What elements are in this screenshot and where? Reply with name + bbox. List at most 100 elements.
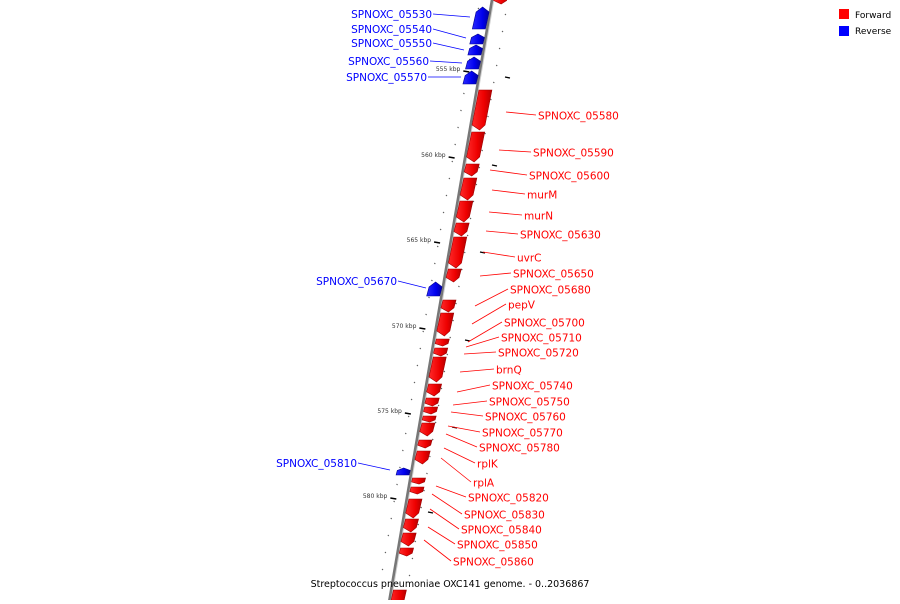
legend-reverse-swatch bbox=[839, 26, 849, 36]
gene-label-forward: SPNOXC_05840 bbox=[461, 525, 542, 537]
minor-tick-left bbox=[413, 381, 416, 384]
gene-labels: SPNOXC_05530 SPNOXC_05540 SPNOXC_05550 SPNO… bbox=[276, 9, 619, 569]
forward-gene-arrow bbox=[398, 547, 414, 557]
minor-tick-right bbox=[498, 47, 501, 50]
gene-label-reverse: SPNOXC_05540 bbox=[351, 24, 432, 36]
reverse-gene-arrow bbox=[467, 44, 483, 56]
minor-tick-right bbox=[492, 81, 495, 84]
leader-line-forward bbox=[463, 351, 497, 355]
minor-tick-left bbox=[419, 347, 422, 350]
minor-tick-left bbox=[454, 143, 457, 146]
forward-gene-arrow bbox=[453, 222, 470, 237]
gene-label-forward: SPNOXC_05580 bbox=[538, 111, 619, 123]
gene-label-reverse: SPNOXC_05570 bbox=[346, 72, 427, 84]
gene-label-reverse: SPNOXC_05530 bbox=[351, 9, 432, 21]
leader-line-forward bbox=[423, 539, 452, 562]
gene-label-forward: SPNOXC_05600 bbox=[529, 171, 610, 183]
minor-tick-left bbox=[445, 194, 448, 197]
forward-gene-arrow bbox=[448, 236, 468, 269]
gene-label-forward: SPNOXC_05850 bbox=[457, 540, 538, 552]
minor-tick-right bbox=[478, 166, 481, 169]
leader-line-forward bbox=[474, 288, 509, 307]
minor-tick-left bbox=[390, 517, 393, 520]
forward-gene-arrow bbox=[459, 177, 478, 201]
minor-tick-left bbox=[436, 245, 439, 248]
leader-line-forward bbox=[456, 384, 491, 393]
minor-tick-right bbox=[455, 302, 457, 305]
minor-tick-left bbox=[439, 228, 442, 231]
leader-line-forward bbox=[467, 321, 503, 343]
minor-tick-left bbox=[381, 568, 384, 571]
leader-line-forward bbox=[431, 493, 463, 515]
gene-label-forward: SPNOXC_05860 bbox=[453, 557, 534, 569]
gene-label-forward: pepV bbox=[508, 300, 536, 312]
minor-tick-left bbox=[442, 211, 445, 214]
genome-backbone bbox=[387, 0, 494, 604]
minor-tick-right bbox=[440, 387, 443, 390]
gene-label-forward: SPNOXC_05750 bbox=[489, 397, 570, 409]
forward-gene-arrow bbox=[433, 347, 449, 357]
minor-tick-left bbox=[422, 330, 425, 333]
leader-line-forward bbox=[465, 336, 500, 348]
forward-gene-arrow bbox=[414, 450, 431, 465]
forward-gene-arrow bbox=[493, 0, 508, 5]
minor-tick-right bbox=[431, 438, 434, 441]
footer-caption: Streptococcus pneumoniae OXC141 genome. … bbox=[311, 579, 590, 590]
gene-features bbox=[389, 0, 508, 604]
forward-gene-arrow bbox=[471, 89, 493, 131]
gene-label-forward: uvrC bbox=[517, 253, 542, 265]
gene-label-reverse: SPNOXC_05810 bbox=[276, 458, 357, 470]
minor-tick-left bbox=[404, 432, 407, 435]
leader-line-forward bbox=[450, 411, 484, 417]
reverse-gene-arrow bbox=[465, 56, 481, 70]
leader-line-forward bbox=[482, 251, 516, 258]
gene-label-forward: SPNOXC_05680 bbox=[510, 285, 591, 297]
leader-line-forward bbox=[440, 457, 472, 483]
forward-gene-arrow bbox=[409, 486, 425, 495]
gene-label-forward: SPNOXC_05650 bbox=[513, 269, 594, 281]
leader-line-forward bbox=[505, 111, 537, 116]
tick-label-4: 575 kbp bbox=[377, 408, 402, 415]
leader-line-reverse bbox=[429, 60, 463, 64]
minor-tick-left bbox=[416, 364, 419, 367]
minor-tick-right bbox=[490, 98, 492, 101]
legend: Forward Reverse bbox=[839, 9, 892, 37]
minor-tick-left bbox=[433, 262, 436, 265]
gene-label-forward: SPNOXC_05780 bbox=[479, 443, 560, 455]
leader-line-forward bbox=[447, 425, 481, 433]
minor-tick-left bbox=[393, 500, 395, 503]
forward-gene-arrow bbox=[423, 406, 439, 415]
reverse-gene-arrow bbox=[426, 281, 443, 297]
minor-tick-right bbox=[408, 574, 411, 577]
gene-label-forward: SPNOXC_05760 bbox=[485, 412, 566, 424]
leader-line-reverse bbox=[357, 462, 391, 471]
forward-gene-arrow bbox=[455, 200, 474, 223]
gene-label-forward: SPNOXC_05820 bbox=[468, 493, 549, 505]
reverse-gene-arrow bbox=[469, 33, 485, 45]
minor-tick-left bbox=[428, 296, 430, 299]
minor-tick-right bbox=[463, 251, 466, 254]
minor-tick-left bbox=[407, 415, 410, 418]
reverse-gene-arrow bbox=[462, 70, 479, 85]
minor-tick-right bbox=[417, 523, 420, 526]
gene-label-forward: murN bbox=[524, 211, 553, 223]
forward-gene-arrow bbox=[421, 415, 437, 423]
gene-label-forward: SPNOXC_05830 bbox=[464, 510, 545, 522]
leader-line-forward bbox=[489, 169, 528, 176]
minor-tick-right bbox=[429, 455, 431, 458]
forward-gene-arrow bbox=[405, 498, 423, 519]
gene-label-forward: SPNOXC_05630 bbox=[520, 230, 601, 242]
minor-tick-left bbox=[384, 551, 387, 554]
major-tick-4 bbox=[404, 412, 411, 415]
leader-line-forward bbox=[471, 303, 507, 325]
minor-tick-left bbox=[448, 177, 451, 180]
minor-tick-left bbox=[402, 449, 404, 452]
right-major-tick-3 bbox=[464, 339, 471, 342]
minor-tick-right bbox=[475, 183, 478, 186]
minor-tick-right bbox=[452, 319, 454, 322]
gene-label-forward: SPNOXC_05720 bbox=[498, 348, 579, 360]
tick-label-1: 560 kbp bbox=[421, 152, 446, 159]
minor-tick-right bbox=[414, 540, 417, 543]
minor-tick-left bbox=[460, 109, 462, 112]
